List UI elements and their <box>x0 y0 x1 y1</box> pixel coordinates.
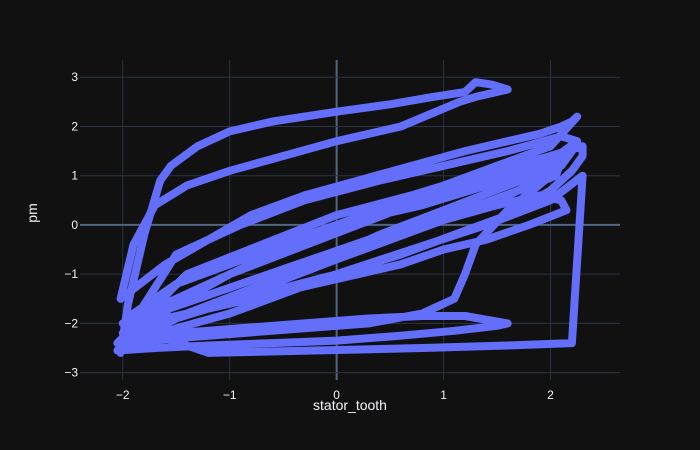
series-line <box>113 78 587 357</box>
x-tick-label: −1 <box>223 388 237 402</box>
y-tick-label: 0 <box>71 218 78 232</box>
x-tick-label: −2 <box>116 388 130 402</box>
y-tick-label: 3 <box>71 70 78 84</box>
y-tick-label: 2 <box>71 119 78 133</box>
x-tick-label: 2 <box>547 388 554 402</box>
y-tick-label: −3 <box>64 366 78 380</box>
tick-label-layer: −2 −1 0 1 2 −3 −2 −1 0 1 2 3 <box>64 70 554 402</box>
y-axis-title: pm <box>24 203 40 222</box>
y-tick-label: 1 <box>71 169 78 183</box>
x-tick-label: 1 <box>440 388 447 402</box>
x-axis-title: stator_tooth <box>313 397 387 413</box>
y-tick-label: −1 <box>64 267 78 281</box>
y-tick-label: −2 <box>64 316 78 330</box>
trace-layer <box>113 78 587 357</box>
x-tick-label: 0 <box>333 388 340 402</box>
